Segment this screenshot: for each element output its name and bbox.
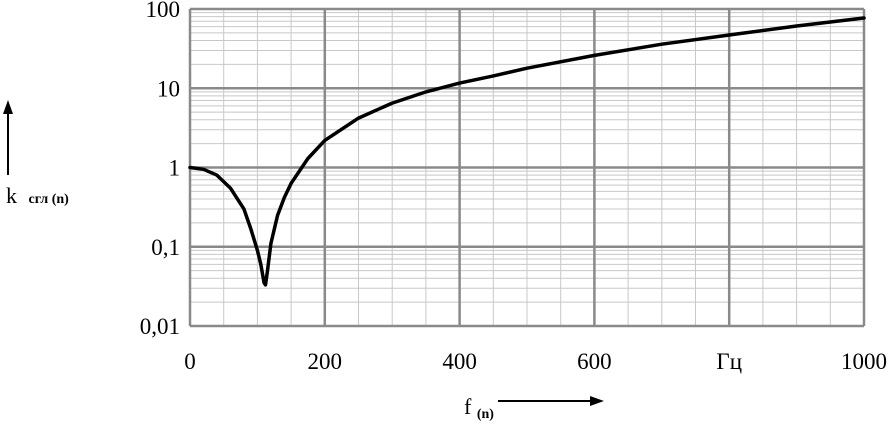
- y-axis-label-main: k: [6, 183, 17, 208]
- x-axis-arrow-head: [590, 396, 604, 406]
- y-axis-label: k сгл (n): [3, 100, 69, 208]
- x-tick-label: Гц: [716, 349, 742, 374]
- y-tick-label: 100: [146, 0, 181, 22]
- x-tick-label: 600: [577, 349, 612, 374]
- y-tick-label: 10: [157, 76, 180, 101]
- grid-major: [188, 7, 866, 328]
- y-axis-arrow-head: [3, 100, 13, 114]
- x-tick-labels: 0 200 400 600 Гц 1000: [184, 349, 887, 374]
- series-line: [188, 16, 866, 287]
- y-axis-label-sub: сгл (n): [29, 192, 70, 207]
- x-tick-label: 1000: [841, 349, 887, 374]
- x-tick-label: 0: [184, 349, 196, 374]
- y-tick-label: 1: [169, 156, 181, 181]
- series-layer: [188, 16, 866, 287]
- svg-text:f (n): f (n): [464, 394, 494, 422]
- x-tick-label: 200: [308, 349, 343, 374]
- x-axis-label: f (n): [464, 394, 604, 422]
- y-tick-label: 0,01: [140, 314, 180, 339]
- y-tick-labels: 0,01 0,1 1 10 100: [140, 0, 180, 339]
- y-tick-label: 0,1: [151, 235, 180, 260]
- svg-text:k сгл (n): k сгл (n): [6, 183, 69, 208]
- x-axis-label-sub: (n): [477, 407, 494, 422]
- x-tick-label: 400: [442, 349, 477, 374]
- x-axis-label-main: f: [464, 394, 472, 419]
